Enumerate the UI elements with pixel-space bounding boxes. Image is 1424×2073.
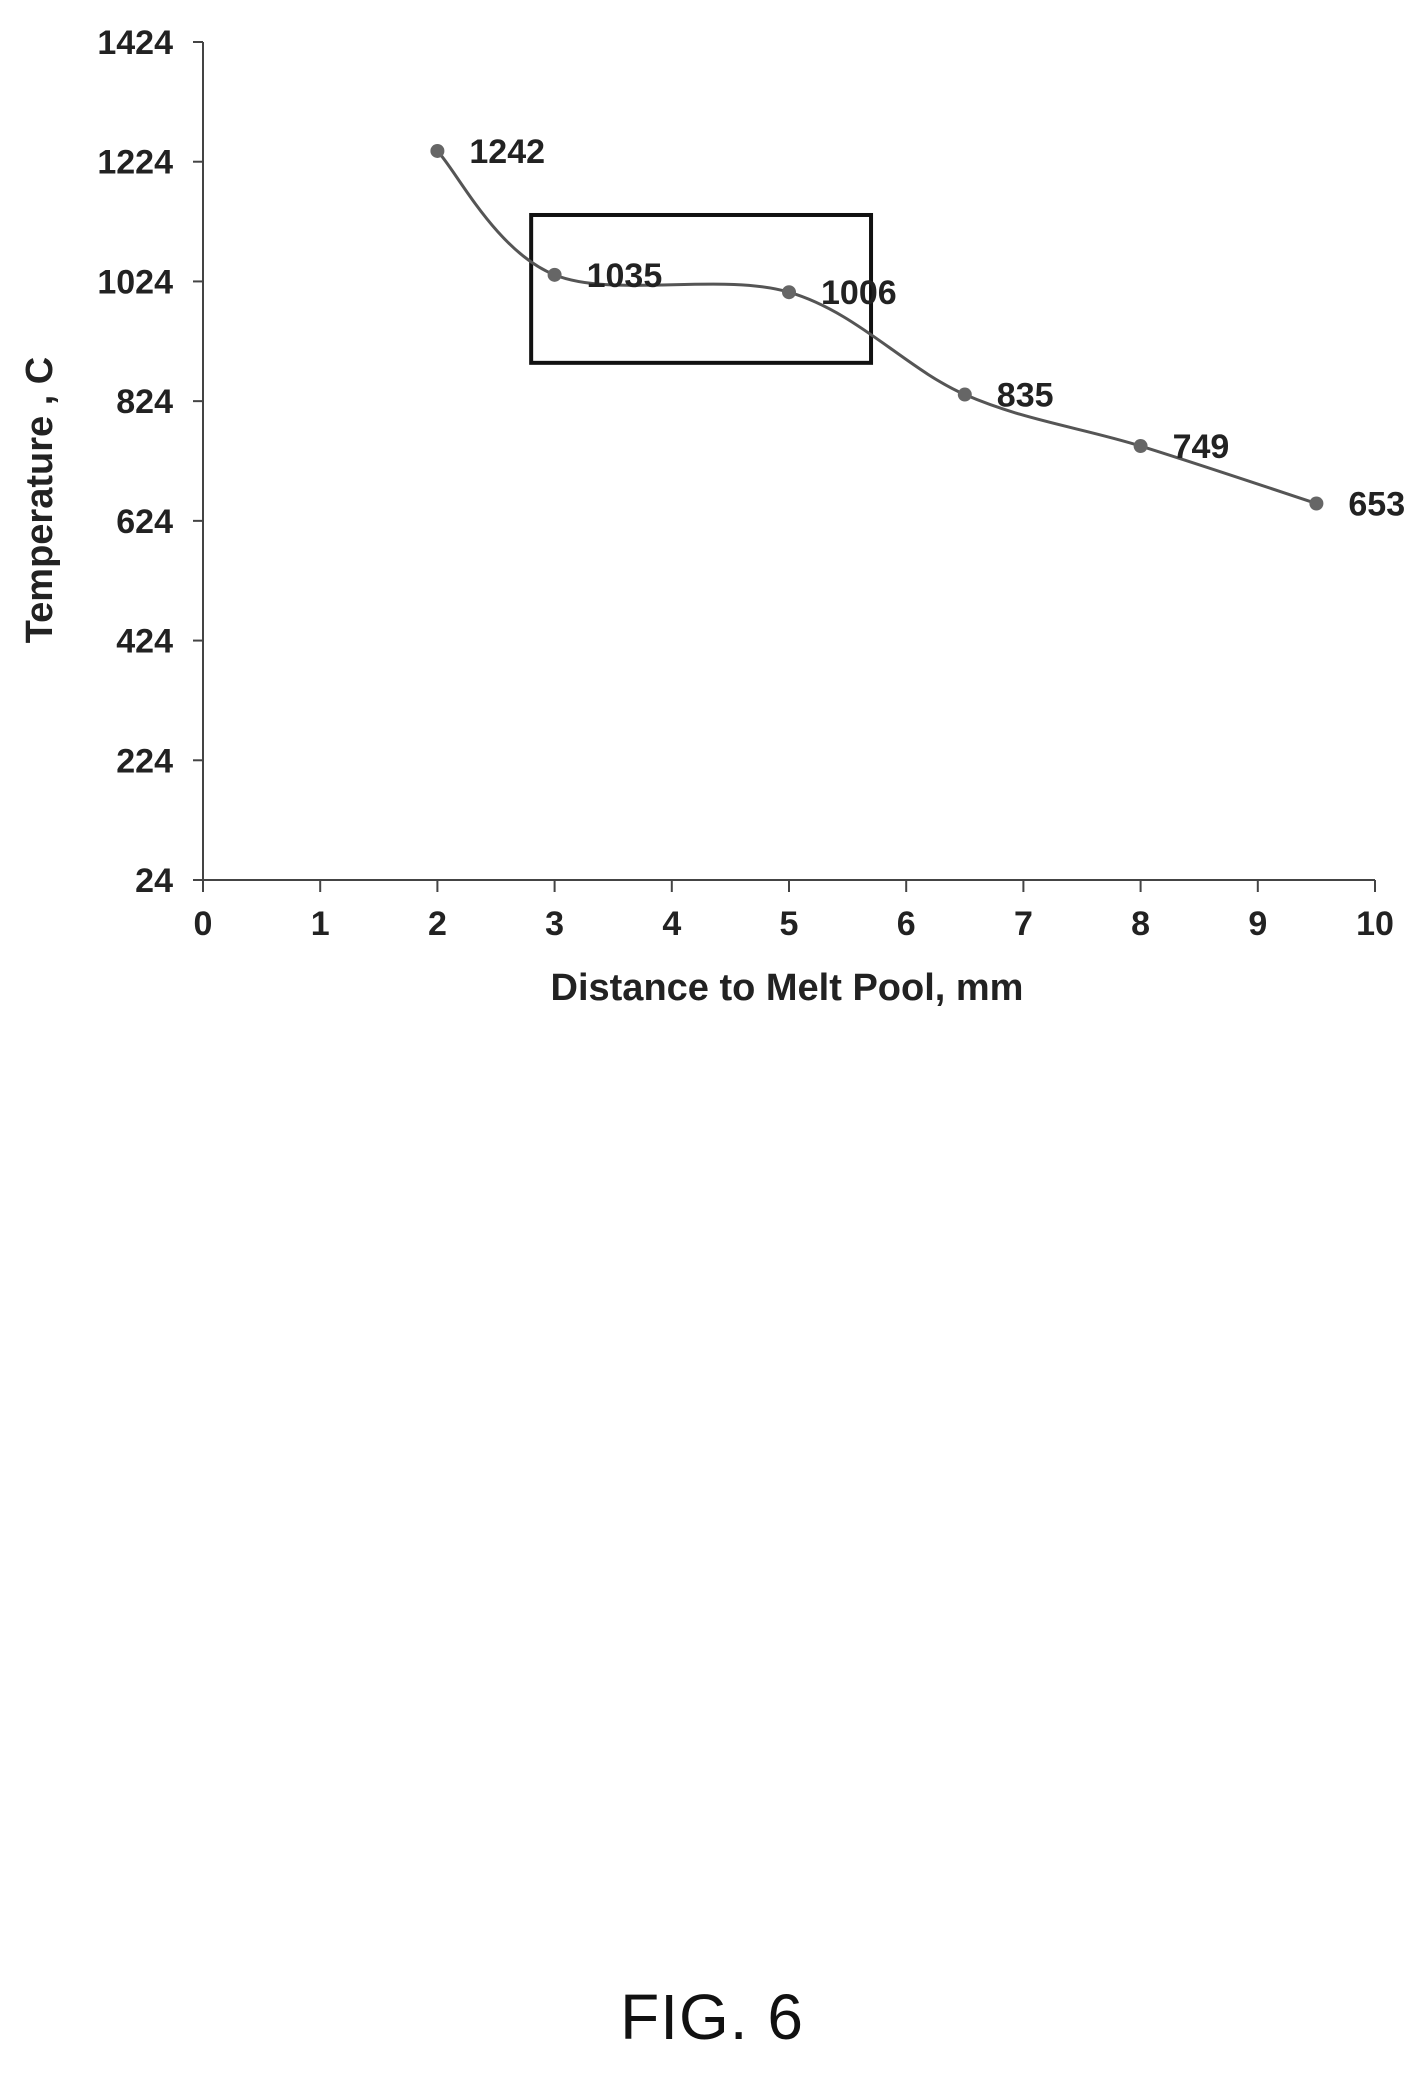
- data-point: [1309, 496, 1324, 511]
- x-tick-label: 5: [780, 905, 799, 943]
- x-tick-label: 3: [545, 905, 564, 943]
- y-tick-label: 824: [116, 383, 173, 421]
- data-label: 835: [997, 377, 1054, 415]
- y-tick-label: 224: [116, 742, 173, 780]
- data-label: 749: [1173, 428, 1230, 466]
- data-point: [430, 143, 445, 158]
- data-labels: 1242 1035 1006 835 749 653: [469, 133, 1405, 524]
- data-label: 1035: [587, 257, 663, 295]
- x-axis-label: Distance to Melt Pool, mm: [551, 967, 1024, 1009]
- x-axis-ticks: 0 1 2 3 4 5 6 7 8 9 10: [194, 880, 1394, 943]
- x-tick-label: 4: [662, 905, 681, 943]
- y-tick-label: 624: [116, 503, 173, 541]
- y-tick-label: 24: [135, 862, 173, 900]
- x-tick-label: 7: [1014, 905, 1033, 943]
- highlight-box: [529, 212, 874, 365]
- data-label: 1242: [469, 133, 545, 171]
- x-tick-label: 1: [311, 905, 330, 943]
- data-label: 1006: [821, 274, 897, 312]
- y-tick-label: 1424: [97, 24, 173, 62]
- y-tick-label: 424: [116, 623, 173, 661]
- y-axis-ticks: 24 224 424 624 824 1024 1224 1424: [97, 24, 203, 900]
- figure-caption: FIG. 6: [620, 1981, 804, 2053]
- data-point: [547, 267, 562, 282]
- data-label: 653: [1348, 485, 1405, 523]
- data-point: [1133, 439, 1148, 454]
- data-points: [430, 143, 1324, 511]
- x-tick-label: 6: [897, 905, 916, 943]
- series-line: [436, 149, 1317, 505]
- y-axis-label: Temperature , C: [19, 357, 61, 643]
- y-tick-label: 1224: [97, 144, 173, 182]
- x-tick-label: 10: [1356, 905, 1394, 943]
- x-tick-label: 2: [428, 905, 447, 943]
- data-point: [957, 387, 972, 402]
- x-tick-label: 8: [1131, 905, 1150, 943]
- x-tick-label: 9: [1248, 905, 1267, 943]
- x-tick-label: 0: [194, 905, 213, 943]
- data-point: [782, 285, 796, 300]
- y-tick-label: 1024: [97, 263, 173, 301]
